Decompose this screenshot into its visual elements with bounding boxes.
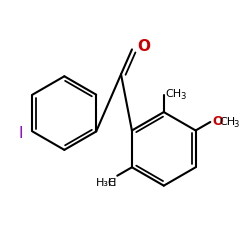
Text: 3: 3 [180,92,186,101]
Text: 3: 3 [234,120,239,128]
Text: H: H [108,178,116,188]
Text: CH: CH [166,89,182,99]
Text: I: I [18,126,23,141]
Text: O: O [137,39,150,54]
Text: H₃C: H₃C [96,178,116,188]
Text: O: O [212,115,222,128]
Text: CH: CH [220,116,236,126]
